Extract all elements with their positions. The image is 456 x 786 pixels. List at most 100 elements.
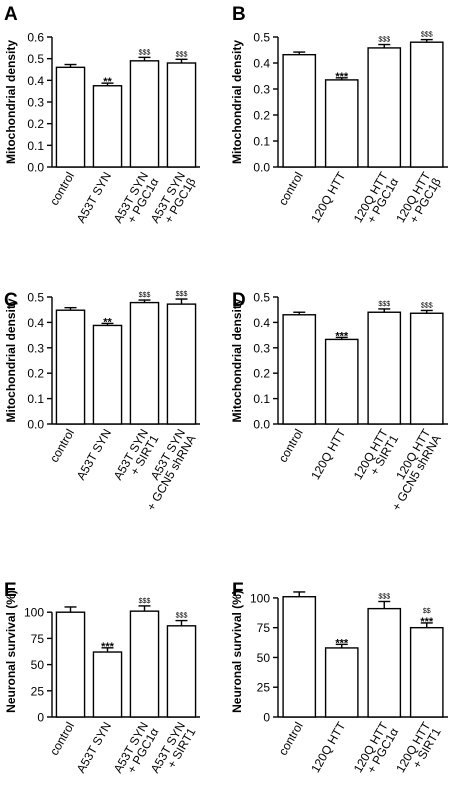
x-tick-label: control — [276, 170, 306, 208]
significance-marker: $$ — [423, 608, 431, 615]
y-tick-label: 0.2 — [27, 367, 44, 381]
y-tick-label: 0.1 — [253, 135, 270, 149]
bar — [166, 625, 197, 718]
x-tick-label: 120Q HTT+ SIRT1 — [393, 719, 444, 781]
bar — [367, 607, 402, 718]
x-tick-label: 120Q HTT — [308, 169, 348, 225]
significance-marker: $$$ — [139, 49, 151, 56]
y-tick-label: 100 — [250, 591, 270, 605]
y-tick-label: 0.2 — [27, 117, 44, 131]
significance-marker: $$$ — [378, 593, 390, 600]
x-tick-label: control — [47, 427, 77, 465]
y-tick-label: 0 — [263, 711, 270, 725]
y-axis-label: Mitochondrial density — [230, 40, 244, 164]
x-tick-label: 120Q HTT — [308, 426, 348, 482]
panel-letter: D — [232, 290, 246, 311]
bar — [324, 338, 359, 425]
x-tick-label: control — [47, 170, 77, 208]
significance-marker: $$$ — [421, 32, 433, 39]
bar — [55, 611, 86, 718]
y-tick-label: 0.1 — [27, 392, 44, 406]
y-tick-label: 50 — [31, 658, 45, 672]
y-tick-label: 0.4 — [27, 74, 44, 88]
y-tick-label: 0.4 — [253, 316, 270, 330]
bar — [129, 301, 160, 425]
significance-marker: $$$ — [176, 613, 188, 620]
bar — [282, 53, 317, 168]
bar — [55, 309, 86, 425]
bar — [55, 66, 86, 168]
panel-letter: C — [4, 290, 18, 311]
y-tick-label: 0.2 — [253, 109, 270, 123]
x-tick-label: 120Q HTT+ PGC1β — [393, 169, 444, 231]
significance-marker: $$$ — [421, 302, 433, 309]
x-tick-label: control — [276, 427, 306, 465]
y-tick-label: 0.0 — [253, 161, 270, 175]
bar — [92, 324, 123, 425]
y-tick-label: 0 — [37, 711, 44, 725]
x-tick-label: 120Q HTT — [308, 719, 348, 775]
y-tick-label: 0.0 — [253, 418, 270, 432]
bar — [129, 60, 160, 168]
y-tick-label: 50 — [257, 651, 271, 665]
y-tick-label: 0.3 — [27, 96, 44, 110]
bar — [367, 47, 402, 168]
bar — [409, 626, 444, 718]
bar — [282, 596, 317, 718]
significance-marker: *** — [335, 637, 349, 649]
x-tick-label: 120Q HTT+ PGC1α — [351, 169, 402, 231]
bar — [324, 79, 359, 168]
x-tick-label: A53T SYN — [74, 427, 114, 483]
x-tick-label: 120Q HTT+ SIRT1 — [351, 426, 402, 488]
significance-marker: *** — [420, 616, 434, 628]
y-axis-label: Neuronal survival (%) — [4, 590, 18, 713]
y-tick-label: 0.3 — [253, 83, 270, 97]
y-tick-label: 0.4 — [253, 57, 270, 71]
significance-marker: $$$ — [139, 598, 151, 605]
bar — [166, 62, 197, 168]
y-tick-label: 0.0 — [27, 161, 44, 175]
panel-letter: E — [4, 580, 17, 601]
y-tick-label: 100 — [24, 606, 44, 620]
panel-letter: F — [232, 580, 244, 601]
significance-marker: ** — [103, 316, 112, 328]
y-tick-label: 0.2 — [253, 367, 270, 381]
y-axis-label: Mitochondrial density — [4, 298, 18, 422]
significance-marker: $$$ — [176, 51, 188, 58]
significance-marker: $$$ — [176, 291, 188, 298]
significance-marker: *** — [335, 330, 349, 342]
x-tick-label: A53T SYN — [74, 170, 114, 226]
y-tick-label: 75 — [31, 632, 45, 646]
x-tick-label: A53T SYN — [74, 720, 114, 776]
bar — [92, 651, 123, 718]
y-tick-label: 0.1 — [253, 392, 270, 406]
bar — [282, 314, 317, 425]
y-tick-label: 0.4 — [27, 316, 44, 330]
significance-marker: $$$ — [378, 37, 390, 44]
bar — [166, 303, 197, 425]
significance-marker: $$$ — [378, 301, 390, 308]
panel-letter: B — [232, 4, 246, 25]
panel-letter: A — [4, 4, 18, 25]
x-tick-label: A53T SYN+ PGC1β — [148, 169, 199, 231]
bar — [409, 41, 444, 168]
significance-marker: *** — [101, 641, 115, 653]
y-tick-label: 0.5 — [253, 291, 270, 305]
panel-b: B Mitochondrial density 0.0 0.1 0.2 0.3 0.4 0.5… — [230, 4, 448, 231]
bar — [324, 647, 359, 718]
x-tick-label: control — [47, 720, 77, 758]
y-tick-label: 75 — [257, 621, 271, 635]
x-tick-label: 120Q HTT+ PGC1α — [351, 719, 402, 781]
x-tick-label: control — [276, 720, 306, 758]
y-axis-label: Mitochondrial density — [4, 40, 18, 164]
y-tick-label: 0.5 — [253, 31, 270, 45]
bar — [129, 610, 160, 718]
significance-marker: $$$ — [139, 292, 151, 299]
y-axis-label: Neuronal survival (%) — [230, 590, 244, 713]
panel-a: A Mitochondrial density 0.0 0.1 0.2 0.3 0.4 0.5… — [4, 4, 200, 231]
bar — [92, 85, 123, 168]
